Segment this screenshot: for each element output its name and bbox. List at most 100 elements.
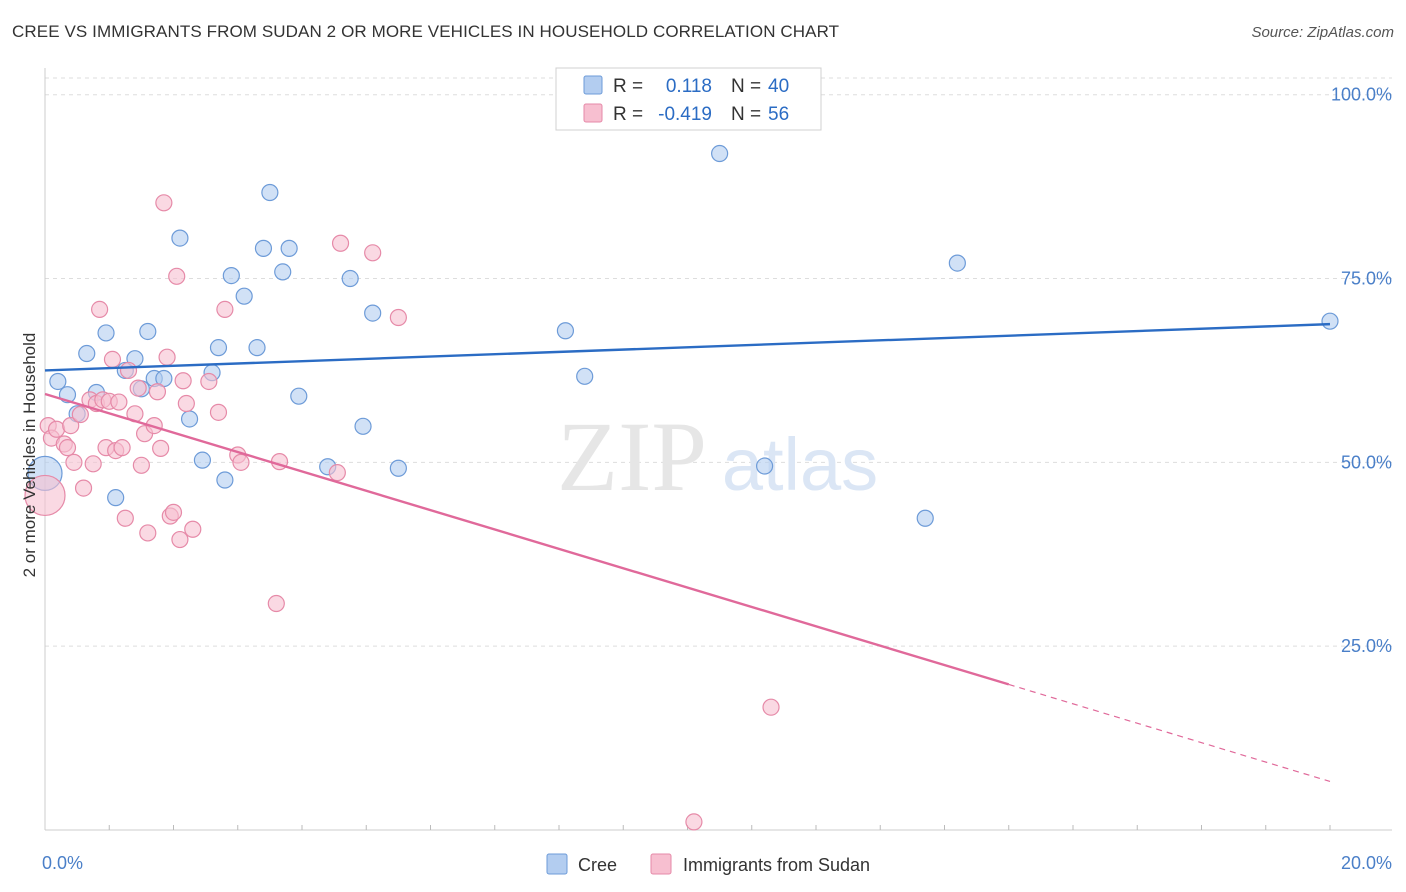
cree-point — [171, 229, 189, 247]
sudan-point — [177, 394, 195, 413]
legend-n-value: 40 — [768, 76, 789, 97]
axes-layer — [44, 68, 1392, 831]
bottom-legend: Cree Immigrants from Sudan — [546, 853, 870, 875]
cree-point — [290, 387, 308, 405]
cree-point — [209, 339, 228, 357]
cree-point — [354, 417, 372, 435]
sudan-point — [139, 524, 157, 542]
sudan-point — [174, 372, 192, 390]
sudan-point — [62, 416, 80, 435]
cree-point — [261, 183, 279, 202]
legend: R = 0.118 N = 40 R = -0.419 N = 56 — [555, 67, 822, 131]
cree-point — [222, 266, 240, 285]
bottom-legend-swatch-cree — [546, 853, 568, 875]
cree-point — [97, 324, 115, 342]
sudan-point — [152, 439, 170, 457]
legend-n-label: N = — [731, 76, 761, 97]
y-tick-label: 100.0% — [1331, 85, 1392, 105]
sudan-point — [762, 698, 780, 716]
sudan-point — [116, 509, 134, 527]
chart-title: CREE VS IMMIGRANTS FROM SUDAN 2 OR MORE … — [12, 22, 840, 41]
watermark-zip: ZIP — [557, 401, 707, 512]
sudan-point — [209, 403, 228, 421]
legend-n-value: 56 — [768, 104, 789, 125]
sudan-point — [47, 420, 66, 438]
cree-point — [248, 339, 266, 357]
sudan-point — [132, 456, 150, 474]
sudan-point — [65, 453, 83, 471]
trend-layer — [44, 322, 1331, 783]
cree-point — [556, 322, 575, 340]
sudan-point — [216, 300, 234, 319]
cree-point — [755, 457, 774, 475]
cree-point — [216, 471, 234, 489]
cree-point — [576, 367, 594, 385]
sudan-point — [200, 372, 218, 391]
bottom-legend-label-cree: Cree — [578, 855, 617, 875]
x-tick-label-max: 20.0% — [1341, 853, 1392, 873]
watermark: ZIP atlas — [557, 401, 878, 512]
y-tick-label: 25.0% — [1341, 636, 1392, 656]
cree-point — [364, 304, 382, 322]
cree-trend-line — [44, 322, 1331, 372]
legend-r-value: 0.118 — [666, 76, 712, 97]
y-tick-label: 50.0% — [1341, 452, 1392, 472]
sudan-point — [148, 383, 167, 401]
sudan-point — [164, 503, 183, 521]
sudan-trend-extension — [1008, 683, 1331, 783]
cree-point — [139, 322, 157, 341]
y-tick-label: 75.0% — [1341, 269, 1392, 289]
cree-point — [1321, 312, 1339, 330]
bottom-legend-swatch-sudan — [650, 853, 672, 875]
cree-point — [49, 372, 67, 391]
sudan-point — [71, 405, 89, 424]
labels-layer: 25.0% 50.0% 75.0% 100.0% 0.0% 20.0% 2 or more … — [20, 85, 1392, 873]
sudan-point — [364, 244, 382, 262]
x-tick-label-min: 0.0% — [42, 853, 83, 873]
legend-swatch-cree — [583, 75, 603, 95]
cree-point — [107, 489, 125, 507]
sudan-point — [129, 379, 147, 397]
cree-point — [180, 410, 199, 428]
sudan-point — [168, 267, 186, 285]
cree-point — [389, 459, 407, 477]
legend-r-label: R = — [613, 104, 643, 125]
cree-point — [341, 269, 359, 288]
sudan-point — [119, 361, 138, 380]
sudan-point — [24, 474, 66, 517]
legend-swatch-sudan — [583, 103, 603, 123]
sudan-point — [171, 530, 189, 549]
sudan-point — [232, 453, 250, 471]
sudan-point — [91, 300, 109, 319]
bottom-legend-label-sudan: Immigrants from Sudan — [683, 855, 870, 875]
cree-point — [916, 509, 934, 527]
legend-n-label: N = — [731, 104, 761, 125]
source-label: Source: ZipAtlas.com — [1251, 24, 1394, 41]
sudan-point — [103, 350, 122, 369]
sudan-point — [84, 455, 102, 473]
sudan-point — [389, 308, 407, 327]
cree-point — [948, 254, 966, 272]
legend-r-label: R = — [613, 76, 643, 97]
watermark-atlas: atlas — [722, 423, 878, 506]
cree-point — [280, 239, 298, 257]
sudan-point — [58, 439, 77, 457]
sudan-point — [328, 464, 346, 482]
sudan-trend-line — [44, 392, 1010, 686]
sudan-point — [158, 348, 176, 366]
sudan-point — [113, 439, 131, 457]
y-axis-title: 2 or more Vehicles in Household — [20, 333, 39, 578]
cree-point — [711, 144, 729, 163]
sudan-point — [184, 520, 202, 538]
cree-point — [235, 287, 253, 305]
cree-point — [254, 239, 273, 257]
legend-r-value: -0.419 — [658, 104, 712, 125]
sudan-point — [685, 813, 703, 831]
sudan-point — [74, 479, 93, 497]
cree-point — [193, 451, 212, 469]
cree-point — [274, 263, 292, 281]
cree-point — [78, 344, 96, 363]
sudan-point — [331, 234, 350, 252]
sudan-point — [110, 393, 128, 411]
